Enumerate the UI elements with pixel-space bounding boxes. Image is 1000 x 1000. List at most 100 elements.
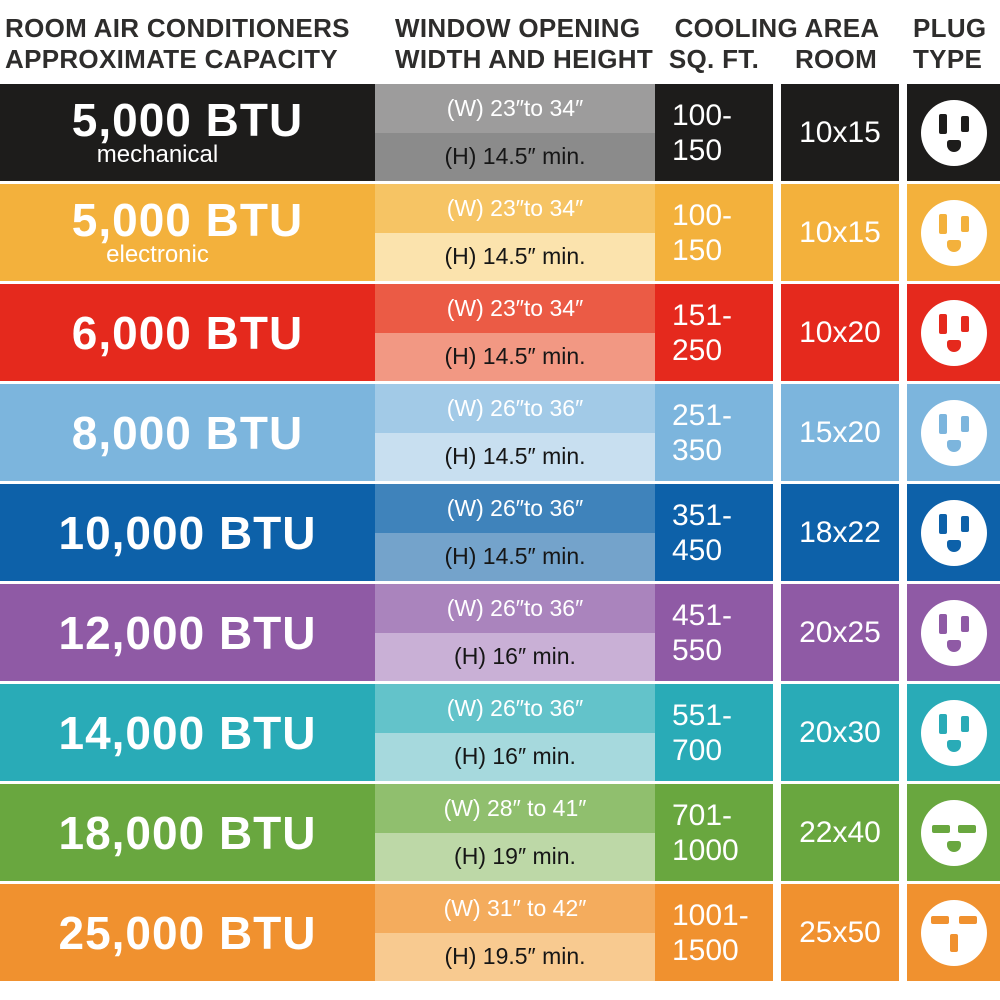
plug-cell: [907, 784, 1000, 881]
sqft-cell: 251- 350: [655, 384, 773, 481]
table-row: 25,000 BTU (W) 31″ to 42″ (H) 19.5″ min.…: [0, 884, 1000, 981]
capacity-cell: 12,000 BTU: [0, 584, 375, 681]
sqft-range-line2: 150: [672, 233, 723, 267]
column-gap: [899, 884, 907, 981]
capacity-value: 5,000 BTU: [71, 193, 304, 246]
column-gap: [899, 84, 907, 181]
sqft-cell: 351- 450: [655, 484, 773, 581]
capacity-value: 6,000 BTU: [71, 306, 304, 359]
window-width-value: (W) 26″to 36″: [446, 494, 584, 521]
window-height-value: (H) 14.5″ min.: [444, 543, 586, 570]
window-opening-cell: (W) 26″to 36″ (H) 14.5″ min.: [375, 384, 655, 481]
window-height-band: (H) 19″ min.: [375, 832, 655, 881]
plug-cell: [907, 184, 1000, 281]
header-capacity: ROOM AIR CONDITIONERS APPROXIMATE CAPACI…: [0, 13, 375, 84]
table-row: 8,000 BTU (W) 26″to 36″ (H) 14.5″ min. 2…: [0, 384, 1000, 481]
outlet-slot: [938, 713, 947, 734]
outlet-slot: [957, 824, 976, 833]
window-height-value: (H) 19″ min.: [454, 843, 576, 870]
plug-cell: [907, 284, 1000, 381]
window-height-value: (H) 14.5″ min.: [444, 243, 586, 270]
window-opening-cell: (W) 23″to 34″ (H) 14.5″ min.: [375, 84, 655, 181]
outlet-slot: [938, 313, 947, 334]
capacity-value: 12,000 BTU: [58, 606, 317, 659]
sqft-range-line2: 550: [672, 633, 723, 667]
window-width-band: (W) 26″to 36″: [375, 684, 655, 733]
power-outlet-icon: [920, 499, 987, 566]
window-width-value: (W) 28″ to 41″: [443, 794, 587, 821]
capacity-cell: 18,000 BTU: [0, 784, 375, 881]
sqft-cell: 551- 700: [655, 684, 773, 781]
column-gap: [899, 684, 907, 781]
outlet-slot: [938, 613, 947, 634]
header-plug: PLUG TYPE: [899, 13, 1000, 84]
outlet-ground-slot: [946, 739, 961, 752]
column-gap: [773, 484, 781, 581]
column-gap: [773, 384, 781, 481]
window-height-band: (H) 19.5″ min.: [375, 932, 655, 981]
sqft-range-line2: 1000: [672, 833, 739, 867]
window-width-value: (W) 23″to 34″: [446, 194, 584, 221]
outlet-slot: [938, 513, 947, 534]
window-width-band: (W) 23″to 34″: [375, 184, 655, 233]
window-opening-cell: (W) 23″to 34″ (H) 14.5″ min.: [375, 284, 655, 381]
room-size-value: 25x50: [799, 915, 881, 949]
header-plug-line2: TYPE: [913, 44, 983, 74]
room-size-value: 22x40: [799, 815, 881, 849]
sqft-cell: 451- 550: [655, 584, 773, 681]
header-cooling: COOLING AREA SQ. FT. ROOM: [655, 13, 899, 84]
outlet-ground-slot: [946, 339, 961, 352]
capacity-subtitle: mechanical: [96, 140, 219, 168]
plug-cell: [907, 484, 1000, 581]
outlet-ground-slot: [946, 539, 961, 552]
outlet-slot: [931, 824, 950, 833]
outlet-slot: [938, 113, 947, 134]
window-opening-cell: (W) 31″ to 42″ (H) 19.5″ min.: [375, 884, 655, 981]
capacity-value: 5,000 BTU: [71, 93, 304, 146]
capacity-value: 10,000 BTU: [58, 506, 317, 559]
room-cell: 10x20: [781, 284, 899, 381]
outlet-slot: [960, 615, 969, 632]
table-row: 12,000 BTU (W) 26″to 36″ (H) 16″ min. 45…: [0, 584, 1000, 681]
sqft-range-line2: 150: [672, 133, 723, 167]
window-height-band: (H) 14.5″ min.: [375, 232, 655, 281]
window-width-value: (W) 26″to 36″: [446, 394, 584, 421]
power-outlet-icon: [920, 599, 987, 666]
power-outlet-icon: [920, 299, 987, 366]
sqft-range-line1: 1001-: [672, 898, 749, 932]
capacity-cell: 5,000 BTU electronic: [0, 184, 375, 281]
outlet-ground-slot: [946, 139, 961, 152]
sqft-cell: 701- 1000: [655, 784, 773, 881]
power-outlet-icon: [920, 399, 987, 466]
table-row: 6,000 BTU (W) 23″to 34″ (H) 14.5″ min. 1…: [0, 284, 1000, 381]
room-size-value: 15x20: [799, 415, 881, 449]
room-cell: 25x50: [781, 884, 899, 981]
room-cell: 22x40: [781, 784, 899, 881]
window-width-value: (W) 26″to 36″: [446, 594, 584, 621]
header-window-line2: WIDTH AND HEIGHT: [395, 44, 654, 74]
column-gap: [899, 184, 907, 281]
plug-cell: [907, 384, 1000, 481]
power-outlet-icon: [920, 799, 987, 866]
sqft-range-line2: 250: [672, 333, 723, 367]
sqft-range-line2: 1500: [672, 933, 739, 967]
room-cell: 10x15: [781, 84, 899, 181]
window-width-band: (W) 23″to 34″: [375, 284, 655, 333]
window-height-band: (H) 16″ min.: [375, 732, 655, 781]
sqft-range-line1: 100-: [672, 198, 733, 232]
outlet-ground-slot: [946, 439, 961, 452]
table-row: 18,000 BTU (W) 28″ to 41″ (H) 19″ min. 7…: [0, 784, 1000, 881]
window-opening-cell: (W) 28″ to 41″ (H) 19″ min.: [375, 784, 655, 881]
window-height-value: (H) 14.5″ min.: [444, 343, 586, 370]
window-height-value: (H) 19.5″ min.: [444, 943, 586, 970]
capacity-cell: 10,000 BTU: [0, 484, 375, 581]
outlet-slot: [960, 715, 969, 732]
column-gap: [899, 284, 907, 381]
header-window: WINDOW OPENING WIDTH AND HEIGHT: [375, 13, 655, 84]
room-cell: 10x15: [781, 184, 899, 281]
capacity-cell: 14,000 BTU: [0, 684, 375, 781]
capacity-value: 8,000 BTU: [71, 406, 304, 459]
header-cooling-room: ROOM: [794, 44, 878, 74]
room-size-value: 20x25: [799, 615, 881, 649]
outlet-slot: [938, 213, 947, 234]
